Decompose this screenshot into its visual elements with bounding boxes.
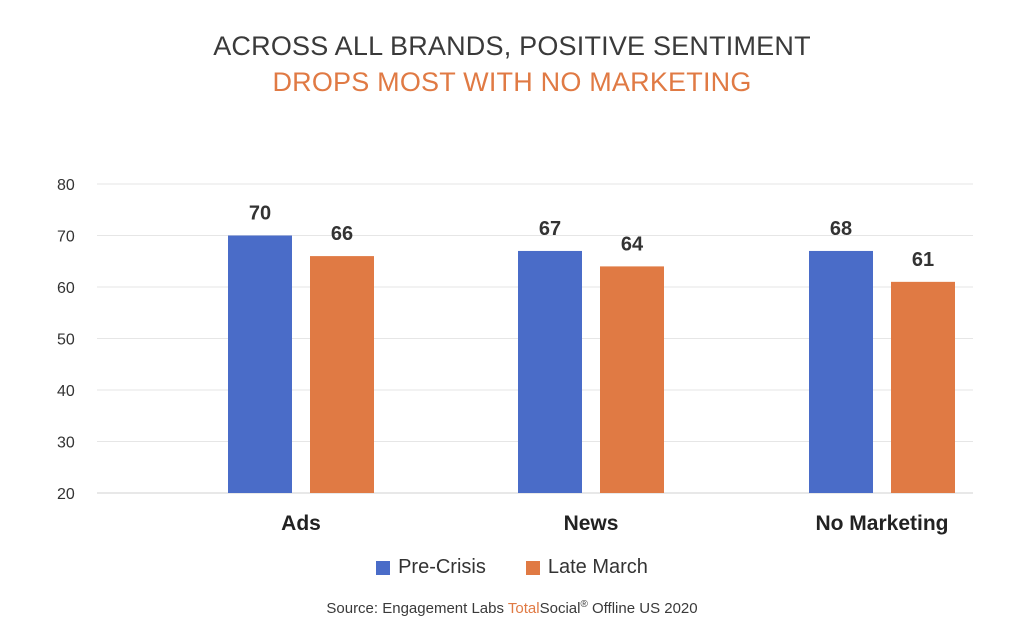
source-brand-social: Social bbox=[539, 600, 581, 617]
data-label-ads-pre-crisis: 70 bbox=[249, 203, 271, 225]
bar-news-pre-crisis bbox=[518, 250, 582, 493]
legend-swatch-late-march bbox=[525, 560, 540, 575]
category-label-ads: Ads bbox=[281, 512, 321, 535]
bar-ads-late-march bbox=[310, 256, 374, 493]
y-tick-label-40: 40 bbox=[57, 383, 75, 400]
data-label-no-marketing-pre-crisis: 68 bbox=[830, 218, 852, 240]
source-suffix: Offline US 2020 bbox=[587, 600, 698, 617]
y-axis-tick-labels: 80 70 60 50 40 30 20 bbox=[57, 177, 75, 503]
bar-no-marketing-pre-crisis bbox=[809, 250, 873, 493]
legend-label-late-march: Late March bbox=[547, 556, 648, 578]
bar-ads-pre-crisis bbox=[228, 235, 292, 493]
y-tick-label-30: 30 bbox=[57, 435, 75, 452]
data-label-news-pre-crisis: 67 bbox=[539, 218, 561, 240]
legend-item-late-march: Late March bbox=[525, 556, 648, 579]
y-tick-label-60: 60 bbox=[57, 280, 75, 297]
source-note: Source: Engagement Labs TotalSocial® Off… bbox=[0, 599, 1024, 617]
bar-no-marketing-late-march bbox=[891, 281, 955, 493]
data-label-ads-late-march: 66 bbox=[331, 223, 353, 245]
y-tick-label-50: 50 bbox=[57, 332, 75, 349]
category-label-no-marketing: No Marketing bbox=[815, 512, 948, 535]
category-label-news: News bbox=[564, 512, 619, 535]
source-prefix: Source: Engagement Labs bbox=[326, 600, 508, 617]
registered-mark: ® bbox=[580, 599, 588, 610]
bars bbox=[228, 235, 955, 493]
legend-item-pre-crisis: Pre-Crisis bbox=[376, 556, 486, 579]
y-tick-label-80: 80 bbox=[57, 177, 75, 194]
y-tick-label-70: 70 bbox=[57, 229, 75, 246]
category-labels: Ads News No Marketing bbox=[281, 512, 948, 535]
source-brand-total: Total bbox=[507, 600, 540, 617]
data-label-news-late-march: 64 bbox=[621, 233, 644, 255]
data-label-no-marketing-late-march: 61 bbox=[912, 249, 934, 271]
bar-news-late-march bbox=[600, 266, 664, 493]
legend: Pre-Crisis Late March bbox=[0, 556, 1024, 579]
legend-swatch-pre-crisis bbox=[376, 560, 391, 575]
chart-title-line-2: DROPS MOST WITH NO MARKETING bbox=[272, 67, 752, 97]
legend-label-pre-crisis: Pre-Crisis bbox=[398, 556, 486, 578]
data-labels: 70 66 67 64 68 61 bbox=[249, 203, 934, 271]
y-tick-label-20: 20 bbox=[57, 486, 75, 503]
chart-title-line-1: ACROSS ALL BRANDS, POSITIVE SENTIMENT bbox=[213, 31, 811, 61]
